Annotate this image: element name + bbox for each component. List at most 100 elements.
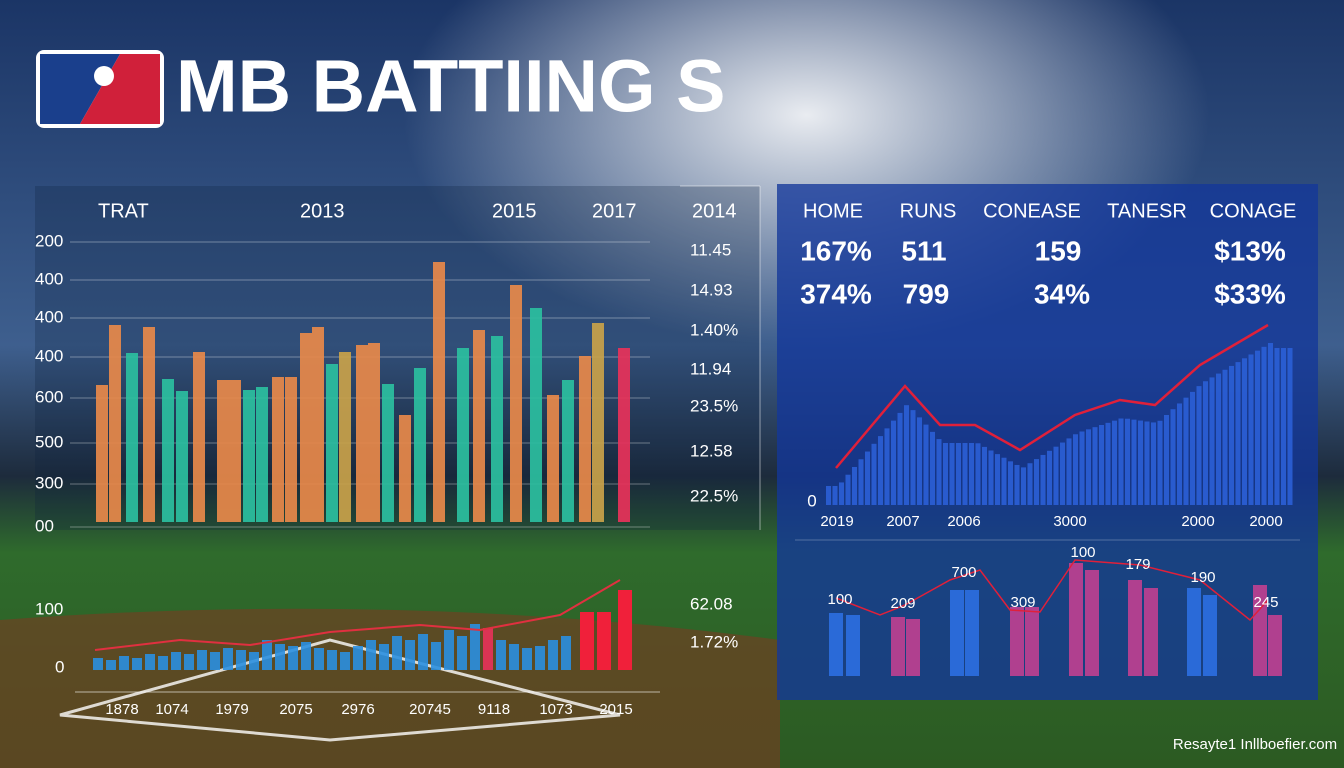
decor-bar [580,612,594,670]
decor-bar [988,450,994,505]
decor-bar [1274,348,1280,505]
stat-value: 511 [901,235,946,266]
decor-bar [483,628,493,670]
decor-bar [272,377,284,522]
decor-bar [509,644,519,670]
bar-label: 190 [1190,569,1215,586]
decor-bar [1255,350,1260,505]
bar-label: 700 [951,564,976,581]
decor-bar [1118,418,1124,505]
decor-bar [143,327,155,522]
decor-bar [1001,457,1007,505]
decor-bar [1027,463,1033,505]
decor-bar [1014,464,1020,505]
decor-bar [618,590,632,670]
decor-bar [1261,346,1267,505]
decor-bar [399,415,411,522]
decor-bar [1235,362,1241,505]
decor-bar [210,652,220,670]
side-label: 11.45 [690,240,731,259]
decor-bar [197,650,207,670]
decor-bar [119,656,129,670]
decor-bar [1060,442,1065,505]
decor-bar [917,417,922,505]
column-header: 2017 [592,200,637,222]
decor-bar [353,646,363,670]
decor-bar [162,379,174,522]
decor-bar [496,640,506,670]
decor-bar [457,636,467,670]
x-label: 2019 [820,513,853,530]
decor-bar [618,348,630,522]
decor-bar [878,436,883,505]
stat-value: 799 [903,278,950,309]
stat-value: $33% [1214,278,1286,309]
decor-bar [962,443,968,505]
side-label: 11.94 [690,359,731,378]
decor-bar [1253,585,1267,676]
decor-bar [1099,425,1104,505]
decor-bar [236,650,246,670]
decor-bar [865,451,870,505]
y-label: 400 [35,346,63,365]
decor-bar [1086,429,1091,505]
decor-bar [1069,563,1083,676]
decor-bar [444,630,454,670]
logo-red [80,54,160,124]
decor-bar [965,590,979,676]
decor-bar [884,428,890,505]
decor-bar [96,385,108,522]
decor-bar [1196,386,1202,505]
decor-bar [906,619,920,676]
decor-bar [1034,459,1039,505]
decor-bar [312,327,324,522]
bar-label: 309 [1010,594,1035,611]
decor-bar [1092,427,1098,505]
decor-bar [145,654,155,670]
title: MB BATTIING S [176,45,725,128]
decor-bar [158,656,168,670]
decor-bar [1021,467,1026,505]
decor-bar [1079,431,1085,505]
decor-bar [1268,615,1282,676]
decor-bar [561,636,571,670]
x-label: 1073 [539,701,572,718]
y-label: 400 [35,307,63,326]
decor-bar [491,336,503,522]
decor-bar [1008,461,1013,505]
decor-bar [562,380,574,522]
decor-bar [1085,570,1099,676]
decor-bar [1128,580,1142,676]
decor-bar [1151,422,1156,505]
y-label: 0 [55,657,64,676]
x-label: 3000 [1053,513,1086,530]
decor-bar [1040,454,1046,505]
decor-line [835,559,1269,622]
decor-bar [1177,403,1182,505]
decor-bar [1170,409,1176,505]
decor-bar [1164,415,1169,505]
decor-bar [470,624,480,670]
decor-bar [949,443,955,505]
decor-bar [1073,434,1078,505]
decor-bar [1112,420,1117,505]
x-label: 2976 [341,701,374,718]
decor-bar [1190,391,1195,505]
decor-bar [339,352,351,522]
stat-header: CONEASE [983,200,1081,222]
decor-bar [106,660,116,670]
decor-bar [368,343,380,522]
decor-bar [262,640,272,670]
side-label: 1.40% [690,320,738,339]
decor-bar [829,613,843,676]
stat-value: 167% [800,235,872,266]
decor-bar [132,658,142,670]
decor-bar [910,410,916,505]
decor-bar [1066,438,1072,505]
x-label: 2000 [1181,513,1214,530]
decor-bar [229,380,241,522]
footer: Resayte1 Inllboefier.com [1173,736,1337,753]
decor-bar [832,486,838,505]
stat-header: TANESR [1107,200,1187,222]
decor-bar [1216,373,1221,505]
